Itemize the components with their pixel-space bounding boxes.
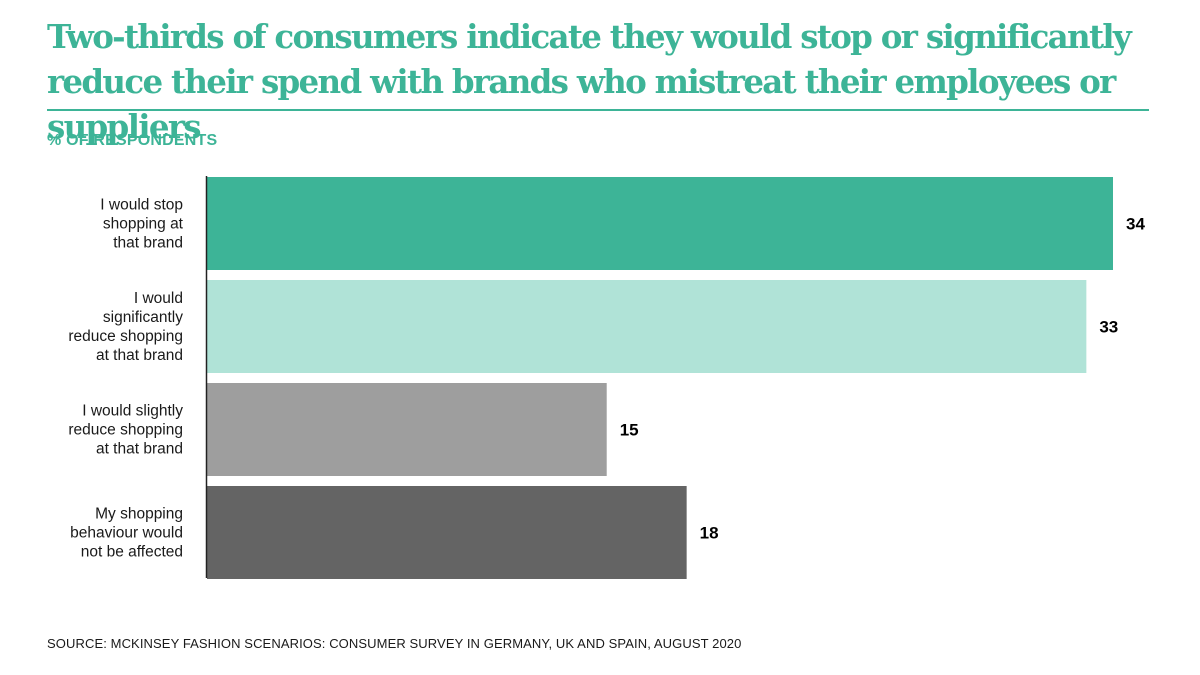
value-label-1: 34	[1126, 215, 1145, 234]
category-label-2: I would significantly reduce shopping at th…	[68, 290, 183, 364]
category-label-1: I would stop shopping at that brand	[100, 197, 183, 252]
bar-1	[207, 177, 1113, 270]
bars-group	[207, 177, 1113, 579]
value-label-2: 33	[1099, 318, 1118, 337]
labels-group: 34 I would stop shopping at that brand 33 I w…	[68, 197, 1145, 561]
chart-subtitle: % OF RESPONDENTS	[47, 132, 218, 149]
bar-2	[207, 280, 1087, 373]
category-label-3: I would slightly reduce shopping at that b…	[68, 403, 183, 458]
title-divider	[47, 109, 1149, 111]
source-note: SOURCE: MCKINSEY FASHION SCENARIOS: CONS…	[47, 636, 742, 651]
value-label-4: 18	[700, 524, 719, 543]
bar-4	[207, 486, 687, 579]
chart-title: Two-thirds of consumers indicate they wo…	[47, 17, 1132, 146]
category-label-4: My shopping behaviour would not be affecte…	[70, 506, 183, 561]
bar-3	[207, 383, 607, 476]
value-label-3: 15	[620, 421, 639, 440]
